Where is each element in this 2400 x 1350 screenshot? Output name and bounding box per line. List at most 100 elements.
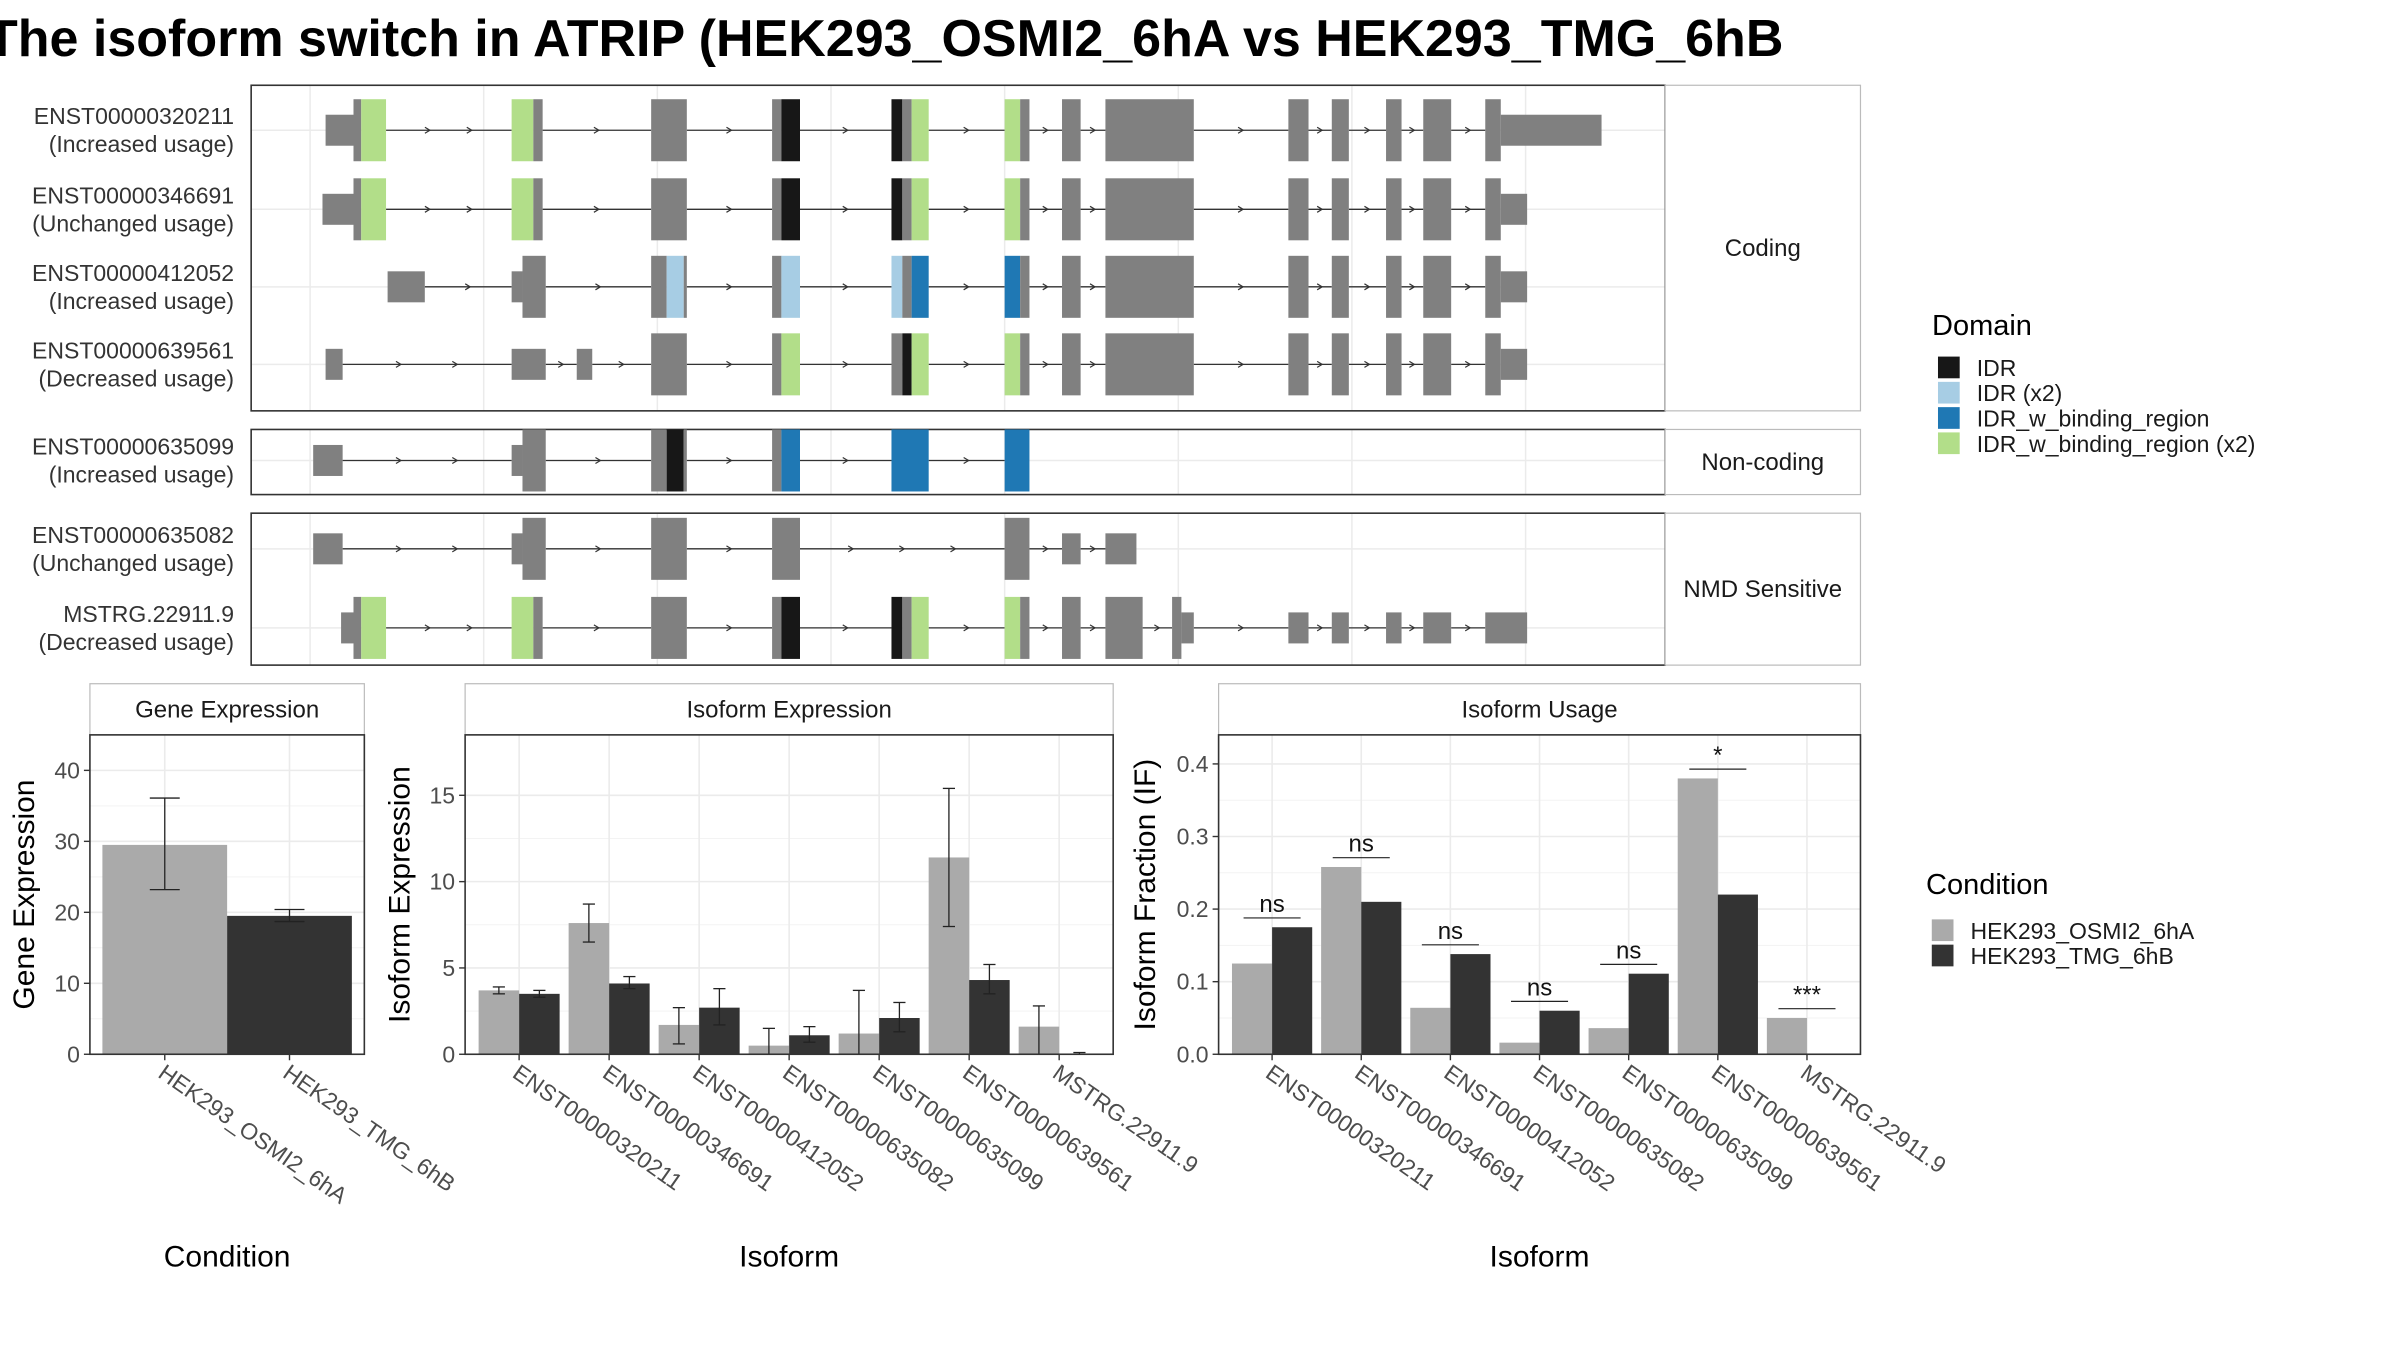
chart-title: Isoform Expression [686,696,891,723]
coding-exon [683,429,687,492]
intron-arrow [1464,205,1472,213]
y-tick-label: 0.1 [1177,969,1209,995]
bar [1410,1007,1451,1055]
intron-arrow [1316,360,1324,368]
facet-label: NMD Sensitive [1683,576,1842,603]
isoform-usage-label: (Decreased usage) [38,629,234,655]
legend-label: IDR [1977,355,2017,381]
coding-exon [772,429,782,492]
intron-arrow [395,545,403,553]
intron-arrow [963,360,970,368]
coding-exon [651,517,687,580]
isoform-row: ENST00000635082(Unchanged usage) [32,517,1137,580]
isoform-id-label: ENST00000412052 [32,260,234,286]
coding-exon [651,99,687,162]
plot-border [89,734,366,1056]
chart-strip [1218,683,1862,736]
domain-segment [781,429,800,492]
coding-exon [1105,596,1143,659]
utr-exon [511,444,523,476]
bar [1677,778,1718,1055]
coding-exon [1331,333,1349,396]
intron-arrow [1042,126,1049,134]
coding-exon [772,255,782,318]
y-tick-label: 20 [54,899,80,925]
y-tick-label: 40 [54,757,80,783]
coding-exon [1423,178,1452,241]
legend-swatch [1931,944,1954,967]
isoform-row: ENST00000320211(Increased usage) [34,99,1602,162]
intron-arrow [395,456,403,464]
y-axis-title: Isoform Fraction (IF) [1129,759,1162,1031]
chart-strip [89,683,365,736]
utr-exon [341,612,354,644]
isoform-usage-label: (Increased usage) [49,288,234,314]
intron-arrow [451,545,459,553]
y-tick-label: 10 [54,970,80,996]
intron-arrow [963,205,970,213]
utr-exon [313,533,343,565]
intron-arrow [424,624,432,632]
coding-exon [533,596,543,659]
coding-exon [353,178,362,241]
intron-arrow [1237,126,1245,134]
domain-segment [781,99,800,162]
intron-arrow [963,456,970,464]
bar [519,993,560,1055]
intron-arrow [1464,283,1472,291]
domain-segment [891,178,903,241]
intron-arrow [557,360,565,368]
coding-exon [1288,99,1309,162]
utr-exon [576,348,593,380]
coding-exon [1386,255,1402,318]
intron-arrow [726,126,733,134]
coding-exon [522,429,546,492]
chart-title: Gene Expression [135,696,319,723]
significance-label: ns [1616,937,1641,964]
group-background [251,85,1666,411]
coding-exon [1020,255,1030,318]
intron-arrow [726,624,733,632]
intron-arrow [1409,624,1416,632]
intron-arrow [1464,126,1472,134]
intron-arrow [1464,360,1472,368]
coding-exon [1062,255,1081,318]
domain-segment [1004,255,1021,318]
utr-exon [1500,193,1528,225]
x-tick-label: MSTRG.22911.9 [1796,1059,1951,1178]
isoform-row: ENST00000346691(Unchanged usage) [32,178,1528,241]
domain-segment [911,178,929,241]
structure-group-1: Non-coding ENST00000635099(Increased usag… [32,428,1862,496]
intron-arrow [1364,360,1371,368]
chart-title: Isoform Usage [1462,696,1618,723]
facet-label: Coding [1725,235,1801,262]
intron-arrow [842,205,849,213]
domain-segment [361,178,387,241]
utr-exon [325,114,354,146]
coding-exon [1331,255,1349,318]
facet-strip [1664,84,1862,412]
condition-legend-title: Condition [1926,869,2049,901]
isoform-id-label: ENST00000635099 [32,433,234,459]
domain-segment [911,333,929,396]
isoform-usage-chart: Isoform Usage0.00.10.20.30.4nsnsnsnsns**… [1129,683,1951,1274]
coding-exon [772,99,782,162]
intron-arrow [1089,360,1097,368]
legend-label: HEK293_OSMI2_6hA [1971,918,2195,944]
intron-arrow [466,624,473,632]
coding-exon [1062,99,1081,162]
domain-segment [361,99,387,162]
legend-swatch [1931,919,1954,942]
utr-exon [1105,533,1137,565]
domain-segment [361,596,387,659]
isoform-id-label: ENST00000320211 [34,103,234,129]
utr-exon [1423,612,1452,644]
utr-exon [1500,348,1528,380]
domain-segment [891,99,903,162]
intron-arrow [1409,360,1416,368]
group-background [251,429,1666,495]
legend-label: IDR_w_binding_region (x2) [1977,431,2256,457]
domain-segment [891,596,903,659]
coding-exon [1331,99,1349,162]
intron-arrow [1364,624,1371,632]
